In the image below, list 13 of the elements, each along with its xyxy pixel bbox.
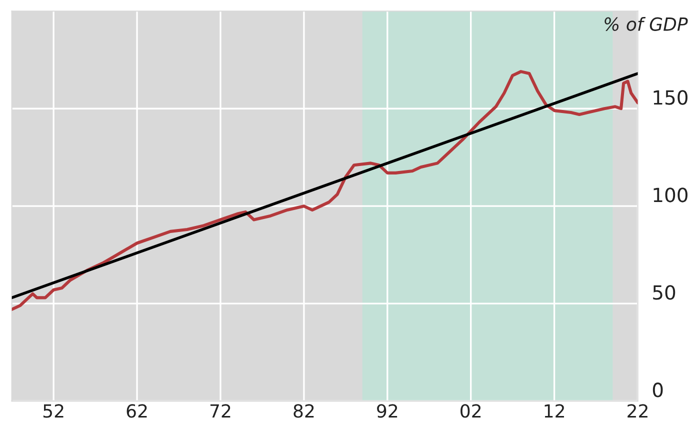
y-tick-label: 100	[654, 188, 688, 202]
x-tick-label: 72	[210, 404, 230, 418]
x-tick-label: 62	[126, 404, 147, 418]
x-tick-label: 82	[294, 404, 314, 418]
x-tick-label: 52	[43, 404, 64, 418]
y-tick-label: 150	[654, 90, 688, 105]
x-tick-label: 92	[377, 404, 398, 418]
y-axis-title: % of GDP	[604, 16, 688, 31]
x-tick-label: 12	[544, 404, 564, 418]
x-tick-label: 22	[628, 404, 648, 418]
x-tick-label: 02	[460, 404, 481, 418]
y-tick-label: 50	[653, 285, 676, 300]
y-tick-label: 0	[652, 382, 663, 398]
